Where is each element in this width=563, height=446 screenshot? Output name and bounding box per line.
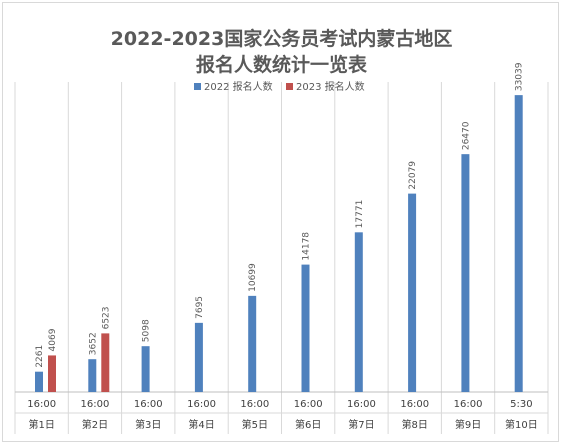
data-label-s1-4: 7695	[195, 296, 205, 319]
tick-label-time-10: 5:30	[510, 399, 532, 410]
tick-label-time-3: 16:00	[134, 399, 163, 410]
tick-label-time-7: 16:00	[347, 399, 376, 410]
tick-label-day-5: 第5日	[242, 418, 268, 431]
bar-s1-8	[408, 193, 417, 392]
data-label-s1-2: 3652	[88, 332, 98, 355]
tick-label-day-7: 第7日	[348, 418, 374, 431]
tick-label-day-4: 第4日	[188, 418, 214, 431]
tick-label-day-8: 第8日	[402, 418, 428, 431]
bar-s1-2	[88, 359, 97, 392]
tick-label-time-5: 16:00	[240, 399, 269, 410]
tick-label-day-9: 第9日	[455, 418, 481, 431]
legend-swatch-2	[286, 83, 293, 90]
bar-s1-6	[301, 264, 310, 392]
data-label-s2-2: 6523	[101, 306, 111, 329]
tick-label-time-4: 16:00	[187, 399, 216, 410]
tick-label-day-10: 第10日	[505, 418, 538, 431]
legend-label-1: 2022 报名人数	[204, 80, 273, 93]
legend-label-2: 2023 报名人数	[296, 80, 365, 93]
data-label-s1-9: 26470	[461, 121, 471, 150]
data-label-s1-10: 33039	[515, 62, 525, 91]
bar-s2-1	[48, 355, 56, 392]
bar-s1-9	[461, 154, 470, 392]
data-label-s1-5: 10699	[248, 263, 258, 292]
tick-label-day-1: 第1日	[28, 418, 54, 431]
tick-label-time-6: 16:00	[294, 399, 323, 410]
bar-s1-3	[141, 346, 150, 392]
legend-swatch-1	[194, 83, 201, 90]
data-label-s1-7: 17771	[355, 200, 365, 229]
tick-label-time-2: 16:00	[81, 399, 110, 410]
tick-label-time-9: 16:00	[454, 399, 483, 410]
tick-label-time-8: 16:00	[400, 399, 429, 410]
tick-label-day-2: 第2日	[82, 418, 108, 431]
tick-label-day-3: 第3日	[135, 418, 161, 431]
chart-title-line-2: 报名人数统计一览表	[195, 54, 367, 76]
data-label-s1-1: 2261	[35, 345, 45, 368]
data-label-s1-6: 14178	[302, 232, 312, 261]
tick-label-time-1: 16:00	[27, 399, 56, 410]
data-label-s1-8: 22079	[408, 161, 418, 190]
bar-s1-5	[248, 295, 257, 392]
data-label-s2-1: 4069	[48, 328, 58, 351]
bar-s1-7	[354, 232, 363, 392]
data-label-s1-3: 5098	[142, 319, 152, 342]
bar-s1-1	[35, 371, 43, 392]
chart-title-line-1: 2022-2023国家公务员考试内蒙古地区	[110, 28, 453, 50]
bar-s1-10	[514, 95, 523, 393]
bar-s2-2	[101, 333, 110, 392]
bar-s1-4	[194, 322, 203, 392]
tick-label-day-6: 第6日	[295, 418, 321, 431]
